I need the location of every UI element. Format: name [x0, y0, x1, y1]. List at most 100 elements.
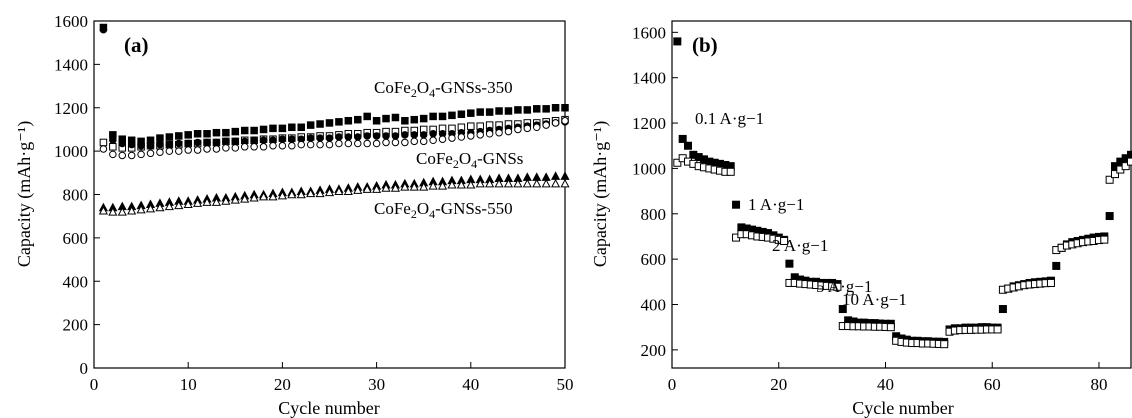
panel-a-data-point — [156, 140, 164, 149]
panel-a-data-point — [419, 131, 428, 139]
panel-a-data-point — [259, 125, 268, 134]
panel-a-data-point — [183, 199, 193, 209]
panel-b-data-point — [998, 305, 1007, 314]
panel-b-data-point — [993, 325, 1002, 334]
panel-a-data-point — [457, 110, 466, 119]
panel-a-data-point — [495, 107, 503, 115]
panel-b-data-point — [940, 340, 949, 349]
panel-a-data-point — [156, 134, 164, 142]
panel-b-data-point — [1127, 150, 1132, 159]
panel-a-data-point — [109, 143, 117, 151]
panel-a-data-point — [362, 184, 372, 193]
panel-a-data-point — [438, 135, 447, 143]
annotation-subscript: 2 — [411, 207, 417, 221]
panel-a-data-point — [175, 139, 183, 148]
panel-b-data-point — [1052, 261, 1061, 270]
panel-a-x-tick-label: 40 — [462, 375, 479, 394]
panel-a-label: (a) — [124, 33, 149, 57]
panel-a-data-point — [193, 146, 202, 154]
panel-a-data-point — [551, 104, 560, 112]
panel-a-x-ticks: 0 10 20 30 40 50 — [90, 362, 574, 394]
panel-a-data-point — [550, 171, 561, 180]
panel-a-data-point — [145, 203, 156, 213]
panel-a-data-point — [175, 132, 183, 140]
panel-a: 0 10 20 30 40 50 0 200 400 600 800 1000 1200 1400 160… — [14, 12, 574, 418]
annotation-part: CoFe — [416, 149, 453, 168]
panel-a-y-tick-label: 400 — [63, 272, 89, 291]
panel-a-data-point — [400, 182, 410, 191]
panel-a-data-point — [429, 112, 437, 121]
annotation-subscript: 2 — [411, 86, 417, 100]
panel-a-data-point — [550, 178, 561, 188]
panel-a-data-point — [250, 136, 258, 145]
panel-a-data-point — [212, 145, 221, 153]
panel-a-data-point — [419, 137, 428, 146]
annotation-rate-0-1: 0.1 A·g−1 — [695, 109, 764, 128]
panel-a-data-point — [316, 140, 324, 149]
panel-a-data-point — [475, 178, 485, 188]
panel-a-data-point — [288, 135, 296, 143]
panel-a-data-point — [193, 138, 202, 147]
panel-a-data-point — [325, 140, 334, 149]
panel-a-data-point — [467, 122, 475, 130]
panel-a-data-point — [504, 127, 513, 136]
panel-a-data-point — [335, 133, 343, 141]
panel-b-y-tick-label: 800 — [641, 205, 667, 224]
panel-a-data-point — [353, 185, 363, 194]
panel-b-plot-frame — [671, 20, 1132, 369]
panel-a-data-point — [560, 178, 570, 188]
panel-a-data-point — [155, 202, 165, 212]
panel-a-data-point — [410, 137, 419, 146]
panel-a-y-tick-label: 200 — [63, 316, 89, 335]
annotation-subscript: 4 — [471, 157, 477, 171]
panel-b-y-tick-label: 1200 — [632, 114, 666, 133]
panel-a-data-point — [165, 140, 174, 149]
panel-a-data-point — [344, 139, 353, 148]
panel-a-data-point — [381, 183, 391, 192]
panel-a-data-point — [203, 130, 211, 138]
panel-a-data-point — [202, 197, 212, 206]
panel-a-data-point — [288, 123, 296, 132]
panel-a-data-point — [504, 107, 513, 115]
panel-a-data-point — [240, 126, 249, 135]
panel-b-data-point — [1046, 278, 1055, 287]
panel-a-data-point — [532, 105, 541, 113]
panel-a-data-point — [438, 112, 447, 121]
panel-a-data-point — [184, 139, 192, 148]
panel-a-data-point — [165, 133, 174, 141]
panel-a-data-point — [401, 138, 409, 147]
panel-a-data-point — [523, 124, 532, 133]
panel-a-data-point — [278, 124, 287, 133]
panel-a-data-point — [99, 138, 108, 147]
panel-a-data-point — [259, 143, 268, 151]
panel-b-x-ticks: 0 20 40 60 80 — [668, 362, 1107, 394]
panel-a-data-point — [372, 132, 381, 140]
panel-a-data-point — [561, 104, 569, 112]
panel-a-data-point — [419, 114, 428, 123]
panel-a-data-point — [343, 186, 353, 195]
panel-b-data-point — [1110, 170, 1119, 179]
panel-a-data-point — [146, 141, 155, 150]
panel-a-data-point — [240, 143, 249, 151]
panel-b-y-axis-label: Capacity (mAh·g⁻¹) — [590, 121, 611, 267]
panel-a-data-point — [127, 205, 137, 215]
panel-a-data-point — [522, 178, 532, 188]
panel-a-x-axis-label: Cycle number — [278, 398, 379, 418]
panel-a-data-point — [532, 123, 541, 132]
panel-b-y-tick-label: 400 — [641, 295, 667, 314]
panel-a-data-point — [532, 178, 542, 188]
panel-a-data-point — [211, 197, 222, 206]
panel-b-data-point — [673, 158, 682, 167]
panel-b-x-tick-label: 40 — [877, 375, 894, 394]
panel-a-data-point — [137, 141, 145, 150]
panel-b-data-point — [838, 305, 847, 314]
panel-a-data-point — [448, 134, 456, 142]
panel-a-data-point — [297, 123, 305, 132]
annotation-part: CoFe — [374, 199, 411, 218]
panel-a-data-point — [467, 109, 475, 117]
panel-a-data-point — [296, 189, 306, 199]
panel-a-data-point — [165, 147, 174, 155]
panel-a-data-point — [476, 131, 484, 139]
panel-a-data-point — [316, 120, 324, 128]
